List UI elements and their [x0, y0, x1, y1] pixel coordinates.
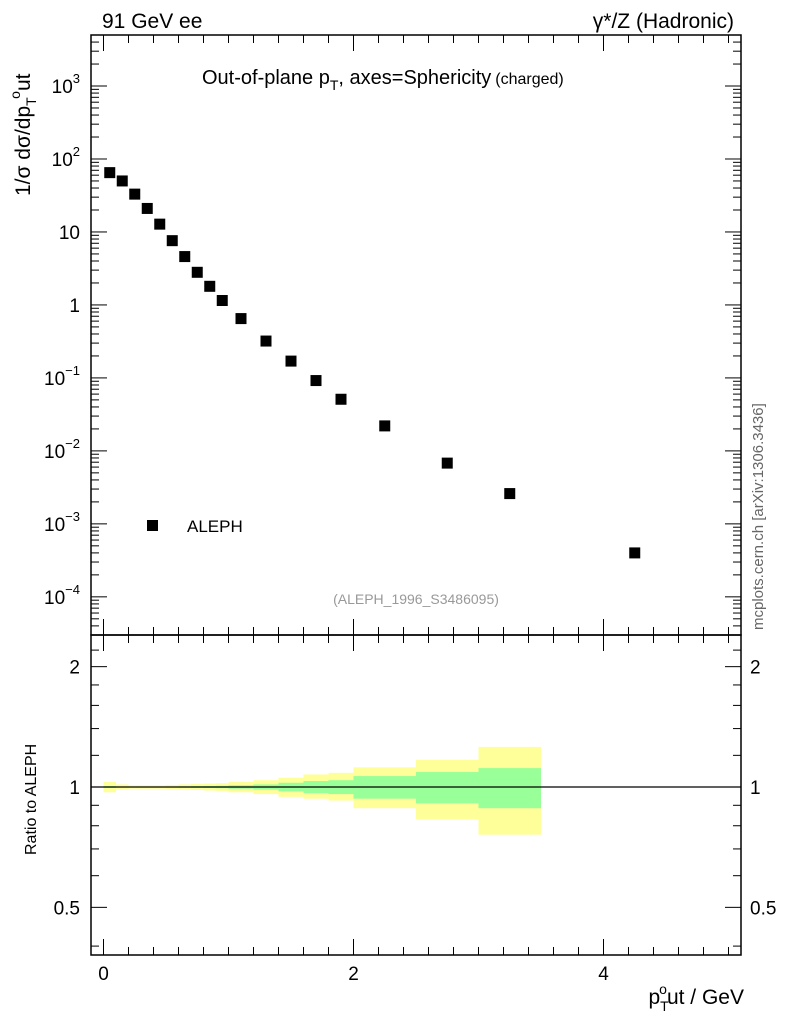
main-y-tick-label-base: 10 [44, 588, 65, 609]
main-y-tick-label-base: 10 [44, 442, 65, 463]
ratio-axis-ticks [91, 635, 741, 955]
main-y-tick-label-base: 10 [52, 150, 73, 171]
data-point [235, 313, 247, 325]
x-tick-label: 4 [598, 964, 609, 985]
main-y-tick-label: 103 [52, 71, 80, 98]
x-tick-label: 2 [348, 964, 359, 985]
data-point [104, 167, 116, 179]
x-axis-label-rest: ut / GeV [667, 986, 744, 1009]
plot-title-main: Out-of-plane p [202, 67, 330, 89]
main-y-tick-label-exponent: 2 [73, 144, 80, 159]
data-point [204, 280, 216, 292]
main-y-tick-label-base: 10 [52, 77, 73, 98]
plot-title-rest: , axes=Sphericity [338, 67, 491, 89]
main-y-tick-label-base: 10 [44, 515, 65, 536]
data-point [141, 202, 153, 214]
ratio-y-tick-label-left: 0.5 [54, 898, 80, 919]
header-right-label: γ*/Z (Hadronic) [593, 10, 734, 33]
main-y-tick-label-base: 10 [59, 223, 80, 244]
x-axis-label: pTout / GeV [648, 981, 744, 1014]
ratio-x-tick-labels: 0 2 4 [98, 964, 609, 985]
plot-title-small: (charged) [495, 71, 563, 88]
plot-title: Out-of-plane pT, axes=Sphericity (charged… [202, 67, 564, 93]
main-y-tick-label: 102 [52, 144, 80, 171]
main-y-tick-label-base: 1 [69, 296, 80, 317]
main-y-tick-label: 10 [59, 223, 80, 244]
data-points [104, 167, 641, 559]
ratio-plot-frame [90, 634, 742, 956]
main-y-tick-label: 10−2 [44, 436, 80, 463]
ratio-band-segment [416, 772, 479, 804]
main-y-axis-label-superscript: o [7, 91, 23, 99]
ratio-band-segment [478, 768, 541, 809]
legend-marker [147, 520, 158, 531]
main-axis-ticks [91, 34, 741, 636]
main-y-axis-label-rest: ut [12, 73, 35, 91]
legend-label: ALEPH [187, 517, 243, 536]
ratio-y-tick-label-right: 1 [750, 778, 761, 799]
main-y-axis-label-main: 1/σ dσ/dp [12, 106, 35, 196]
main-y-tick-label-base: 10 [44, 369, 65, 390]
x-tick-label: 0 [98, 964, 109, 985]
data-point [285, 355, 297, 367]
analysis-watermark: (ALEPH_1996_S3486095) [333, 591, 499, 607]
main-y-tick-label-exponent: 3 [73, 71, 80, 86]
ratio-y-axis-label: Ratio to ALEPH [23, 744, 40, 855]
plot-title-subscript: T [330, 77, 339, 93]
data-point [154, 218, 166, 230]
data-point [629, 547, 641, 559]
side-label: mcplots.cern.ch [arXiv:1306.3436] [750, 403, 767, 630]
data-point [191, 266, 203, 278]
ratio-y-tick-label-right: 0.5 [750, 898, 776, 919]
data-point [260, 335, 272, 347]
data-point [504, 488, 516, 500]
main-y-tick-label-exponent: −4 [65, 582, 80, 597]
main-y-tick-label: 10−1 [44, 363, 80, 390]
x-axis-label-subscript: T [660, 998, 669, 1014]
header-left-label: 91 GeV ee [102, 10, 202, 33]
data-point [116, 175, 128, 187]
ratio-y-tick-labels: 0.5 0.5 1 1 2 2 [54, 658, 777, 920]
ratio-y-tick-label-left: 2 [69, 658, 80, 679]
data-point [179, 251, 191, 263]
x-axis-label-superscript: o [659, 981, 667, 997]
main-y-tick-label: 1 [69, 296, 80, 317]
data-point [441, 457, 453, 469]
main-y-tick-label-exponent: −3 [65, 509, 80, 524]
ratio-panel: 0.5 0.5 1 1 2 2 0 2 4 Ratio to ALEPH pTout / Ge… [23, 634, 777, 1014]
data-point [166, 235, 178, 247]
main-y-axis-label-subscript: T [23, 97, 39, 106]
data-point [379, 420, 391, 432]
data-point [129, 188, 141, 200]
ratio-bands [103, 746, 541, 835]
main-y-axis-label: 1/σ dσ/dpTout [7, 73, 39, 196]
main-y-tick-label: 10−4 [44, 582, 80, 609]
data-point [335, 393, 347, 405]
main-y-tick-label-exponent: −2 [65, 436, 80, 451]
main-y-tick-label-exponent: −1 [65, 363, 80, 378]
main-plot-frame [90, 34, 742, 636]
data-point [216, 295, 228, 307]
main-y-tick-label: 10−3 [44, 509, 80, 536]
ratio-y-tick-label-left: 1 [69, 778, 80, 799]
data-point [310, 375, 322, 387]
x-axis-label-main: p [648, 986, 660, 1009]
ratio-y-tick-label-right: 2 [750, 658, 761, 679]
